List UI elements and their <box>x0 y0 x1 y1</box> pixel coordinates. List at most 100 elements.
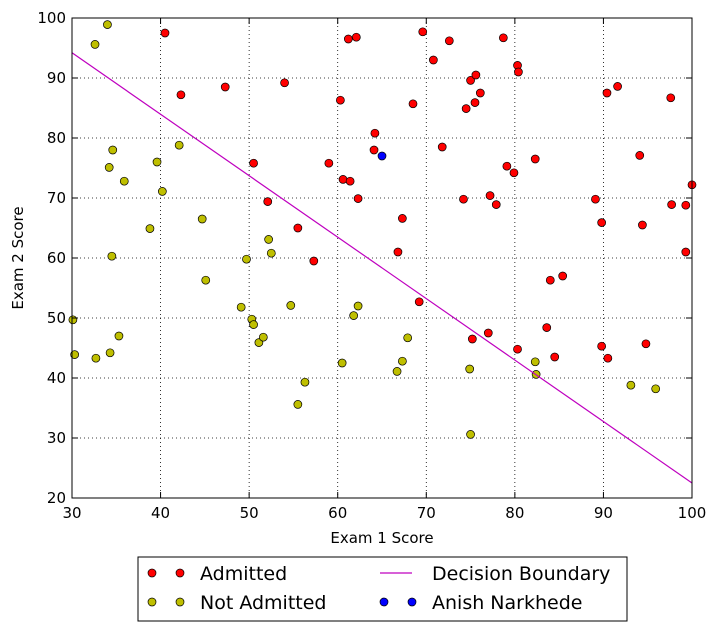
admitted-point <box>542 323 552 332</box>
not-admitted-point <box>70 350 80 359</box>
legend-swatch-anish-narkhede <box>407 597 417 607</box>
y-tick-label: 50 <box>47 309 66 327</box>
admitted-point <box>667 200 676 209</box>
decision-boundary-line <box>71 52 693 484</box>
admitted-point <box>471 70 481 80</box>
admitted-point <box>437 142 447 152</box>
admitted-point <box>498 33 508 43</box>
not-admitted-point <box>651 384 661 394</box>
not-admitted-point <box>337 358 347 368</box>
not-admitted-point <box>300 377 310 387</box>
admitted-point <box>398 214 407 223</box>
admitted-point <box>408 99 418 109</box>
plot-area <box>68 20 697 484</box>
legend-label-anish-narkhede: Anish Narkhede <box>432 592 582 614</box>
not-admitted-point <box>108 145 118 155</box>
not-admitted-point <box>145 224 155 233</box>
not-admitted-point <box>266 248 276 258</box>
admitted-point <box>466 76 475 85</box>
not-admitted-point <box>174 140 184 150</box>
not-admitted-point <box>466 430 475 439</box>
y-tick-label: 60 <box>47 249 66 267</box>
y-tick-label: 70 <box>47 189 66 207</box>
admitted-point <box>461 104 471 113</box>
admitted-point <box>491 200 501 209</box>
not-admitted-point <box>104 163 114 172</box>
admitted-point <box>485 191 495 200</box>
admitted-point <box>293 223 303 233</box>
y-tick-label: 40 <box>47 369 66 387</box>
y-tick-label: 100 <box>37 9 66 27</box>
legend-label-admitted: Admitted <box>200 563 287 585</box>
x-tick-label: 100 <box>678 504 707 522</box>
admitted-point <box>530 154 540 164</box>
y-tick-label: 20 <box>47 489 66 507</box>
x-tick-label: 50 <box>240 504 259 522</box>
x-tick-label: 30 <box>62 504 81 522</box>
not-admitted-point <box>91 353 101 363</box>
legend: Admitted Not Admitted Decision Boundary Ani… <box>137 556 628 622</box>
admitted-point <box>160 28 170 38</box>
x-tick-label: 90 <box>594 504 613 522</box>
not-admitted-point <box>403 333 413 343</box>
y-tick-label: 30 <box>47 429 66 447</box>
not-admitted-point <box>249 320 258 329</box>
legend-box <box>137 556 628 622</box>
admitted-point <box>467 334 477 344</box>
admitted-point <box>502 161 512 171</box>
not-admitted-point <box>349 311 359 320</box>
admitted-point <box>309 256 319 266</box>
y-axis-title: Exam 2 Score <box>9 206 27 309</box>
not-admitted-point <box>626 380 636 390</box>
legend-swatch-admitted <box>147 568 157 578</box>
not-admitted-point <box>90 40 100 49</box>
admitted-point <box>470 98 480 107</box>
admitted-point <box>635 151 645 160</box>
admitted-point <box>666 93 676 103</box>
not-admitted-point <box>201 275 211 285</box>
admitted-point <box>613 82 622 91</box>
admitted-point <box>545 275 555 285</box>
not-admitted-point <box>119 176 129 186</box>
admitted-point <box>263 197 273 206</box>
legend-swatch-not-admitted <box>175 597 185 607</box>
not-admitted-point <box>68 315 78 325</box>
admitted-point <box>393 247 403 257</box>
legend-swatch-admitted <box>175 568 185 578</box>
admitted-point <box>370 128 380 138</box>
not-admitted-point <box>258 332 268 342</box>
legend-label-not-admitted: Not Admitted <box>200 592 327 614</box>
admitted-point <box>602 88 612 98</box>
admitted-point <box>280 78 289 88</box>
not-admitted-point <box>107 251 117 261</box>
not-admitted-point <box>465 364 475 374</box>
admitted-point <box>429 55 438 65</box>
legend-swatch-not-admitted <box>147 597 157 607</box>
not-admitted-point <box>530 357 540 367</box>
admitted-point <box>345 176 355 186</box>
admitted-point <box>444 36 454 46</box>
not-admitted-point <box>236 302 246 312</box>
admitted-point <box>483 328 493 338</box>
not-admitted-point <box>242 254 251 264</box>
admitted-point <box>343 34 353 44</box>
admitted-point <box>338 175 348 184</box>
admitted-point <box>681 247 691 257</box>
admitted-point <box>414 297 424 307</box>
not-admitted-point <box>157 187 167 196</box>
admitted-point <box>513 344 522 354</box>
admitted-point <box>591 194 600 204</box>
not-admitted-point <box>264 235 273 244</box>
x-axis-title: Exam 1 Score <box>330 529 433 547</box>
admitted-point <box>475 88 485 98</box>
not-admitted-point <box>392 367 402 376</box>
not-admitted-point <box>114 331 124 341</box>
not-admitted-point <box>286 301 296 310</box>
admitted-point <box>176 90 186 100</box>
anish-narkhede-point <box>377 151 387 161</box>
admitted-point <box>603 353 613 363</box>
not-admitted-point <box>398 356 407 366</box>
x-tick-label: 40 <box>151 504 170 522</box>
